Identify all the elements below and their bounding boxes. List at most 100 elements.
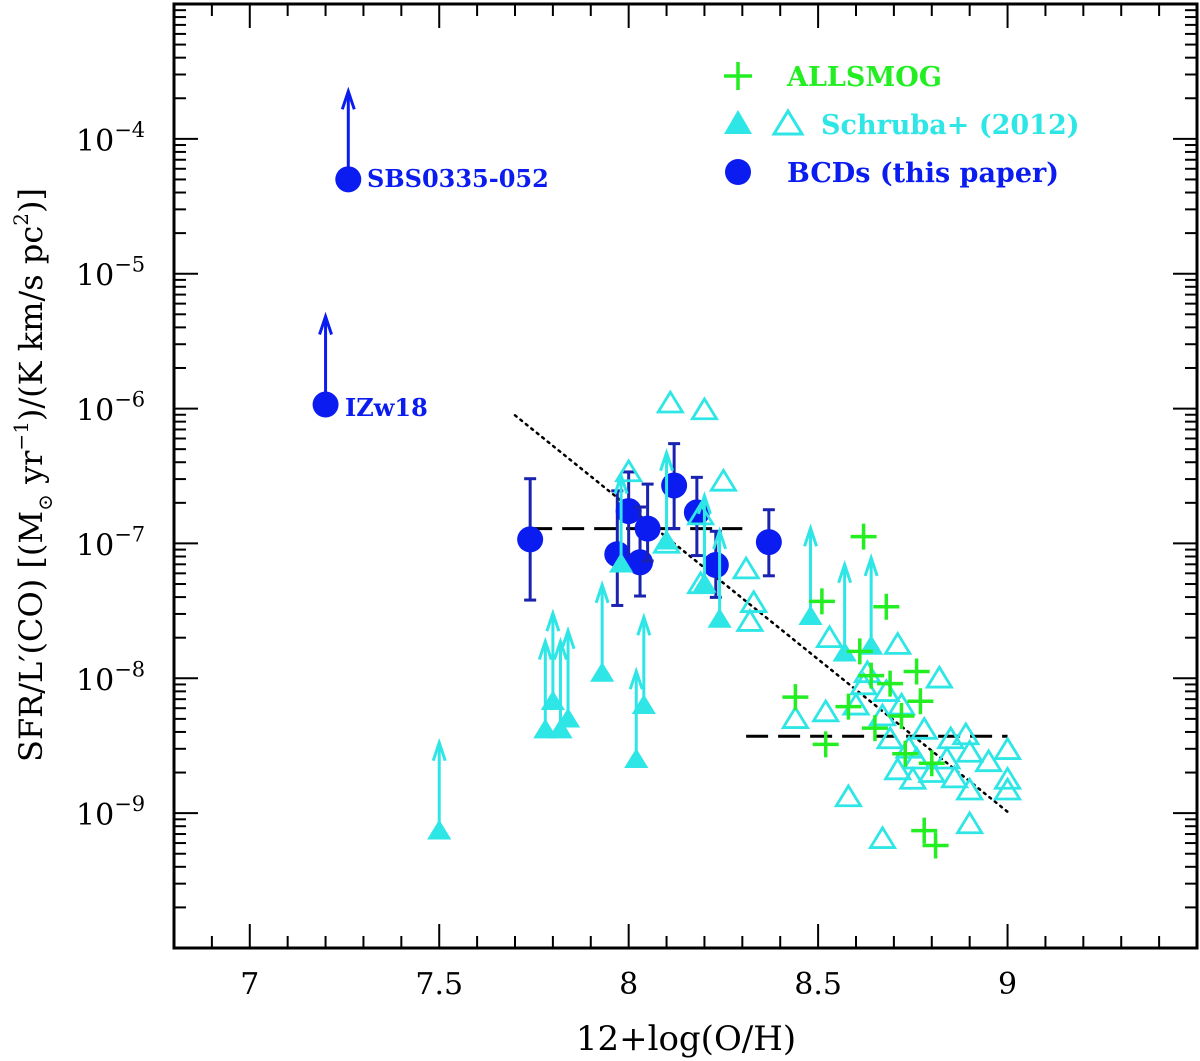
schruba-limit-arrow	[659, 447, 674, 541]
schruba-limit-arrow	[697, 491, 712, 584]
schruba-limit-point	[692, 572, 717, 593]
tick-labels: 7 7.5 8 8.5 9 10−4 10−5 10−6 10−7 10−8 10−9	[76, 118, 1017, 1002]
schruba-point	[909, 715, 939, 740]
bcd-point	[517, 526, 544, 553]
schruba-point	[883, 630, 913, 655]
x-tick-label: 9	[998, 967, 1017, 1002]
schruba-limit-arrow	[628, 666, 644, 760]
schruba-point	[867, 825, 898, 849]
allsmog-point	[918, 750, 945, 777]
schruba-point	[708, 467, 738, 492]
schruba-point	[917, 759, 947, 783]
bcd-point	[661, 472, 688, 499]
x-tick-label: 7.5	[415, 967, 463, 1002]
schruba-point	[731, 555, 761, 580]
schruba-limit-point	[590, 661, 615, 682]
schruba-point	[992, 776, 1023, 801]
arrow-head	[803, 523, 818, 547]
schruba-point	[974, 748, 1004, 773]
allsmog-point	[850, 523, 877, 550]
schruba-limit-point	[548, 718, 573, 739]
x-tick-label: 8.5	[794, 967, 842, 1002]
arrow-head	[712, 526, 728, 550]
y-tick-label: 10−9	[76, 792, 145, 833]
allsmog-point	[861, 715, 888, 742]
schruba-point	[833, 783, 864, 808]
allsmog-point	[877, 670, 904, 697]
schruba-point	[924, 664, 954, 689]
legend-label-schruba: Schruba+ (2012)	[821, 110, 1080, 141]
allsmog-point	[911, 817, 938, 844]
arrow-head	[553, 636, 568, 661]
schruba-limit-arrow	[613, 470, 629, 564]
bcd-point	[702, 552, 729, 579]
schruba-limit-arrow	[560, 625, 576, 719]
schruba-point	[875, 725, 905, 750]
allsmog-point	[892, 740, 919, 767]
schruba-limit-point	[654, 529, 679, 550]
schruba-limit-point	[832, 641, 857, 662]
legend: ALLSMOG Schruba+ (2012) BCDs (this paper…	[724, 62, 1080, 189]
schruba-point	[689, 396, 720, 421]
legend-marker-filled-circle	[725, 159, 751, 185]
arrow-head	[837, 559, 853, 584]
bcd-limit-arrow	[318, 311, 333, 405]
schruba-point	[992, 736, 1023, 760]
legend-label-bcd: BCDs (this paper)	[787, 158, 1059, 189]
schruba-limit-arrow	[594, 580, 610, 673]
data-points	[312, 86, 1023, 859]
schruba-point	[780, 705, 810, 729]
legend-marker-filled-triangle	[724, 110, 752, 134]
schruba-point	[814, 624, 845, 649]
schruba-point	[955, 810, 985, 835]
bcd-point	[755, 529, 782, 556]
arrow-head	[545, 608, 561, 632]
arrow-head	[697, 491, 712, 515]
schruba-limit-arrow	[712, 526, 728, 619]
y-tick-label: 10−5	[76, 253, 145, 294]
schruba-limit-point	[555, 707, 581, 728]
y-tick-label: 10−8	[76, 657, 145, 698]
schruba-limit-arrow	[545, 608, 561, 702]
allsmog-point	[812, 731, 839, 758]
y-tick-label: 10−7	[76, 522, 145, 563]
legend-marker-open-triangle	[771, 108, 805, 136]
schruba-point	[951, 721, 981, 746]
schruba-point	[883, 756, 913, 781]
legend-entry-schruba: Schruba+ (2012)	[724, 108, 1080, 141]
schruba-point	[939, 764, 970, 789]
arrow-head	[628, 666, 644, 690]
legend-entry-bcd: BCDs (this paper)	[725, 158, 1059, 189]
schruba-point	[955, 738, 985, 763]
arrow-head	[431, 737, 447, 762]
arrow-head	[613, 470, 629, 495]
legend-entry-allsmog: ALLSMOG	[724, 62, 942, 93]
allsmog-point	[922, 832, 949, 859]
schruba-limit-arrow	[537, 636, 553, 730]
x-axis-label: 12+log(O/H)	[576, 1019, 796, 1059]
plot-frame	[172, 2, 1199, 950]
arrow-head	[594, 580, 610, 604]
schruba-limit-arrow	[863, 553, 879, 646]
annotation-sbs0335-052: SBS0335-052	[367, 164, 549, 193]
schruba-limit-point	[608, 552, 634, 573]
schruba-limit-point	[624, 748, 649, 768]
schruba-limit-arrow	[431, 737, 447, 831]
legend-label-allsmog: ALLSMOG	[786, 62, 942, 93]
schruba-point	[655, 389, 685, 414]
allsmog-point	[873, 593, 900, 620]
y-tick-label: 10−4	[76, 118, 145, 159]
schruba-limit-point	[798, 605, 823, 626]
schruba-point	[898, 765, 928, 790]
schruba-point	[811, 698, 841, 723]
schruba-point	[902, 745, 932, 770]
arrow-head	[659, 447, 674, 472]
schruba-limit-point	[427, 819, 452, 840]
schruba-limit-point	[631, 694, 656, 715]
schruba-point	[992, 765, 1023, 790]
allsmog-point	[846, 638, 873, 665]
schruba-point	[739, 589, 769, 613]
y-tick-label: 10−6	[76, 388, 145, 429]
allsmog-point	[835, 693, 862, 720]
